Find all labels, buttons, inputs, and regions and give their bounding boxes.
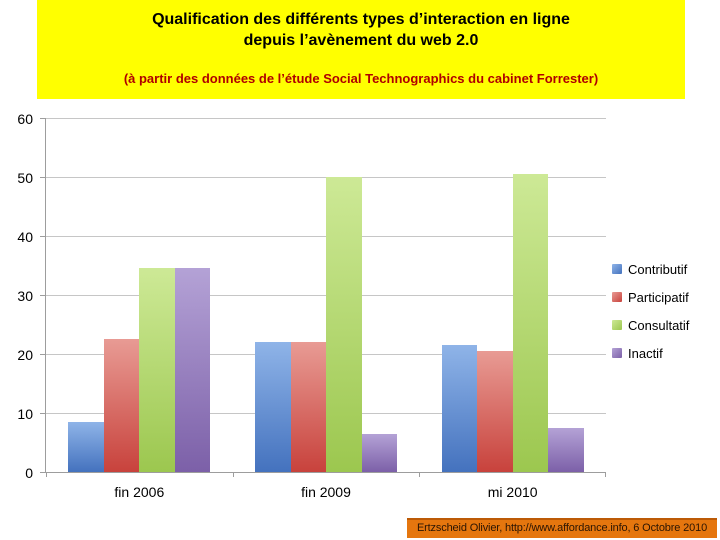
y-axis-label: 10 [17, 406, 33, 422]
y-axis-label: 40 [17, 229, 33, 245]
y-axis-tick [40, 177, 45, 178]
legend-item-participatif: Participatif [612, 283, 689, 311]
slide-title-line2: depuis l’avènement du web 2.0 [243, 32, 479, 49]
x-axis-tick [605, 472, 606, 477]
chart-legend: Contributif Participatif Consultatif Inacti… [612, 255, 689, 367]
bar-inactif-fin-2009 [361, 433, 397, 472]
legend-item-consultatif: Consultatif [612, 311, 689, 339]
bar-participatif-fin-2006 [103, 339, 140, 472]
y-axis-label: 60 [17, 111, 33, 127]
slide-subtitle: (à partir des données de l’étude Social … [123, 71, 599, 86]
bar-contributif-fin-2009 [255, 342, 291, 472]
slide-title-line1: Qualification des différents types d’int… [152, 11, 570, 28]
gridline-60 [46, 118, 606, 119]
bar-participatif-fin-2009 [290, 342, 326, 472]
y-axis-tick [40, 118, 45, 119]
y-axis-tick [40, 354, 45, 355]
x-axis-label-mi-2010: mi 2010 [487, 484, 538, 500]
legend-swatch-inactif [612, 348, 622, 358]
credit-banner: Ertzscheid Olivier, http://www.affordanc… [407, 518, 717, 538]
y-axis: 0 10 20 30 40 50 60 [0, 111, 45, 481]
legend-swatch-contributif [612, 264, 622, 274]
x-axis-tick [419, 472, 421, 477]
x-axis-tick [46, 472, 47, 477]
bar-consultatif-fin-2009 [326, 177, 362, 472]
y-axis-tick [40, 236, 45, 237]
legend-label-participatif: Participatif [628, 289, 689, 305]
bar-participatif-mi-2010 [477, 351, 513, 472]
y-axis-tick [40, 413, 45, 414]
plot-area: fin 2006 fin 2009 mi 2010 [45, 118, 606, 500]
legend-label-consultatif: Consultatif [628, 317, 690, 333]
y-axis-label: 0 [25, 465, 33, 481]
bar-consultatif-mi-2010 [512, 174, 549, 472]
legend-item-contributif: Contributif [612, 255, 689, 283]
y-axis-tick [40, 295, 45, 296]
legend-swatch-consultatif [612, 320, 622, 330]
title-banner: Qualification des différents types d’int… [37, 0, 685, 99]
x-axis-label-fin-2006: fin 2006 [114, 484, 165, 500]
y-axis-label: 20 [17, 347, 33, 363]
x-axis-tick [232, 472, 234, 477]
bar-contributif-mi-2010 [441, 345, 478, 472]
y-axis-label: 30 [17, 288, 33, 304]
slide-title: Qualification des différents types d’int… [37, 0, 685, 51]
legend-item-inactif: Inactif [612, 339, 689, 367]
bar-consultatif-fin-2006 [139, 268, 175, 472]
bar-contributif-fin-2006 [68, 421, 104, 472]
bar-inactif-fin-2006 [174, 268, 211, 472]
bar-inactif-mi-2010 [548, 427, 584, 472]
x-axis-label-fin-2009: fin 2009 [301, 484, 351, 500]
legend-swatch-participatif [612, 292, 622, 302]
y-axis-label: 50 [17, 170, 33, 186]
y-axis-tick [40, 472, 45, 473]
legend-label-inactif: Inactif [628, 345, 663, 361]
legend-label-contributif: Contributif [628, 261, 688, 277]
